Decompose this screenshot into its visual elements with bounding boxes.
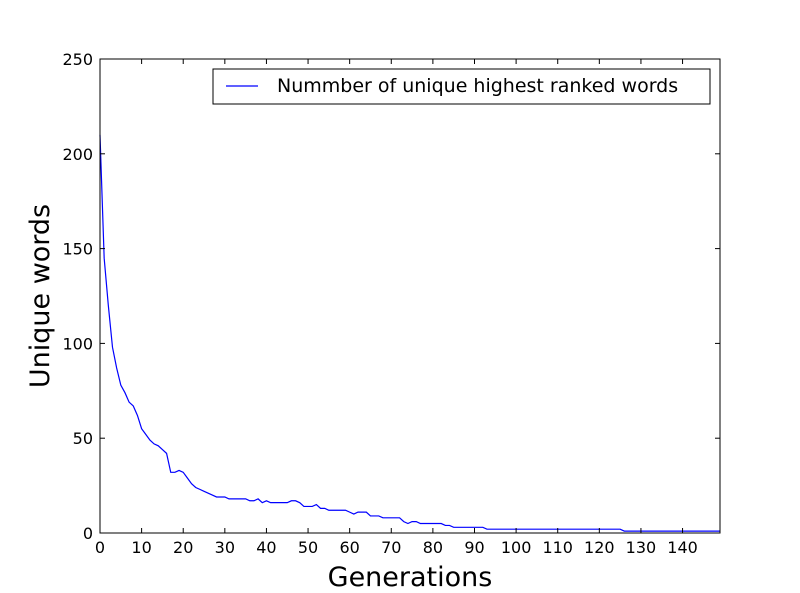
y-tick-label: 150 xyxy=(62,240,93,259)
x-tick-label: 100 xyxy=(501,538,532,557)
x-axis-label: Generations xyxy=(328,562,493,593)
x-tick-label: 10 xyxy=(131,538,151,557)
y-axis-label: Unique words xyxy=(25,204,56,388)
legend-label: Nummber of unique highest ranked words xyxy=(277,75,678,97)
x-tick-label: 30 xyxy=(215,538,235,557)
ticks-layer: 0 10 20 30 40 50 60 70 80 90 100 110 120 130 140 0 50 100… xyxy=(62,50,720,557)
axes-frame xyxy=(99,58,721,534)
y-tick-label: 200 xyxy=(62,145,93,164)
x-tick-label: 110 xyxy=(542,538,573,557)
x-tick-label: 70 xyxy=(381,538,401,557)
x-tick-label: 130 xyxy=(626,538,657,557)
x-tick-label: 140 xyxy=(667,538,698,557)
x-tick-label: 60 xyxy=(339,538,359,557)
x-tick-label: 120 xyxy=(584,538,615,557)
x-tick-label: 0 xyxy=(95,538,105,557)
x-tick-label: 90 xyxy=(464,538,484,557)
x-tick-label: 20 xyxy=(173,538,193,557)
x-tick-label: 80 xyxy=(423,538,443,557)
series-line xyxy=(99,134,720,532)
y-tick-label: 100 xyxy=(62,334,93,353)
plot-series-layer xyxy=(99,134,720,532)
y-tick-label: 250 xyxy=(62,50,93,69)
x-tick-label: 50 xyxy=(298,538,318,557)
legend: Nummber of unique highest ranked words xyxy=(212,68,711,105)
y-tick-label: 0 xyxy=(83,524,93,543)
legend-box xyxy=(212,68,711,105)
y-tick-label: 50 xyxy=(73,429,93,448)
x-tick-label: 40 xyxy=(256,538,276,557)
